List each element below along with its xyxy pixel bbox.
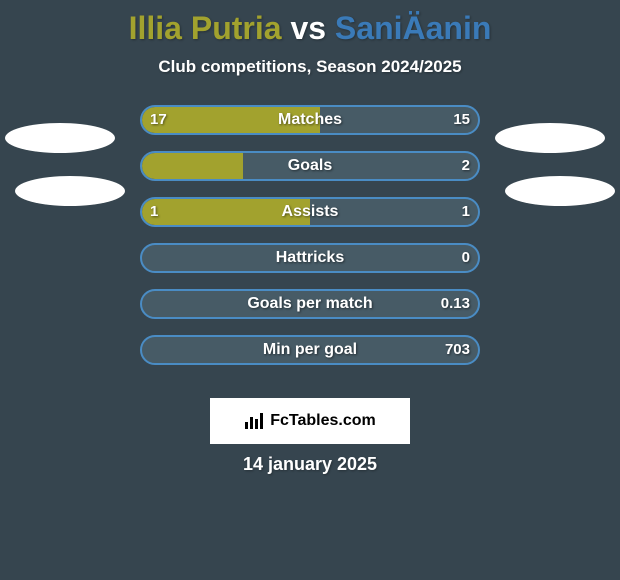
stat-row: Goals per match0.13 [0, 289, 620, 319]
source-badge: FcTables.com [210, 398, 410, 444]
stat-row: Hattricks0 [0, 243, 620, 273]
stat-row: Matches1715 [0, 105, 620, 135]
bar-track [140, 197, 480, 227]
vs-label: vs [290, 10, 326, 46]
bar-fill [142, 153, 243, 179]
bar-track [140, 243, 480, 273]
comparison-title: Illia Putria vs SaniÄanin [0, 0, 620, 47]
bar-track [140, 335, 480, 365]
bars-icon [244, 412, 264, 430]
comparison-subtitle: Club competitions, Season 2024/2025 [0, 57, 620, 77]
bar-track [140, 289, 480, 319]
player1-name: Illia Putria [129, 10, 282, 46]
stat-row: Goals2 [0, 151, 620, 181]
bar-fill [142, 199, 310, 225]
source-badge-text: FcTables.com [270, 412, 376, 430]
bar-track [140, 105, 480, 135]
bar-fill [142, 107, 320, 133]
date-label: 14 january 2025 [0, 454, 620, 475]
bar-track [140, 151, 480, 181]
stat-row: Assists11 [0, 197, 620, 227]
player2-name: SaniÄanin [335, 10, 491, 46]
stat-row: Min per goal703 [0, 335, 620, 365]
